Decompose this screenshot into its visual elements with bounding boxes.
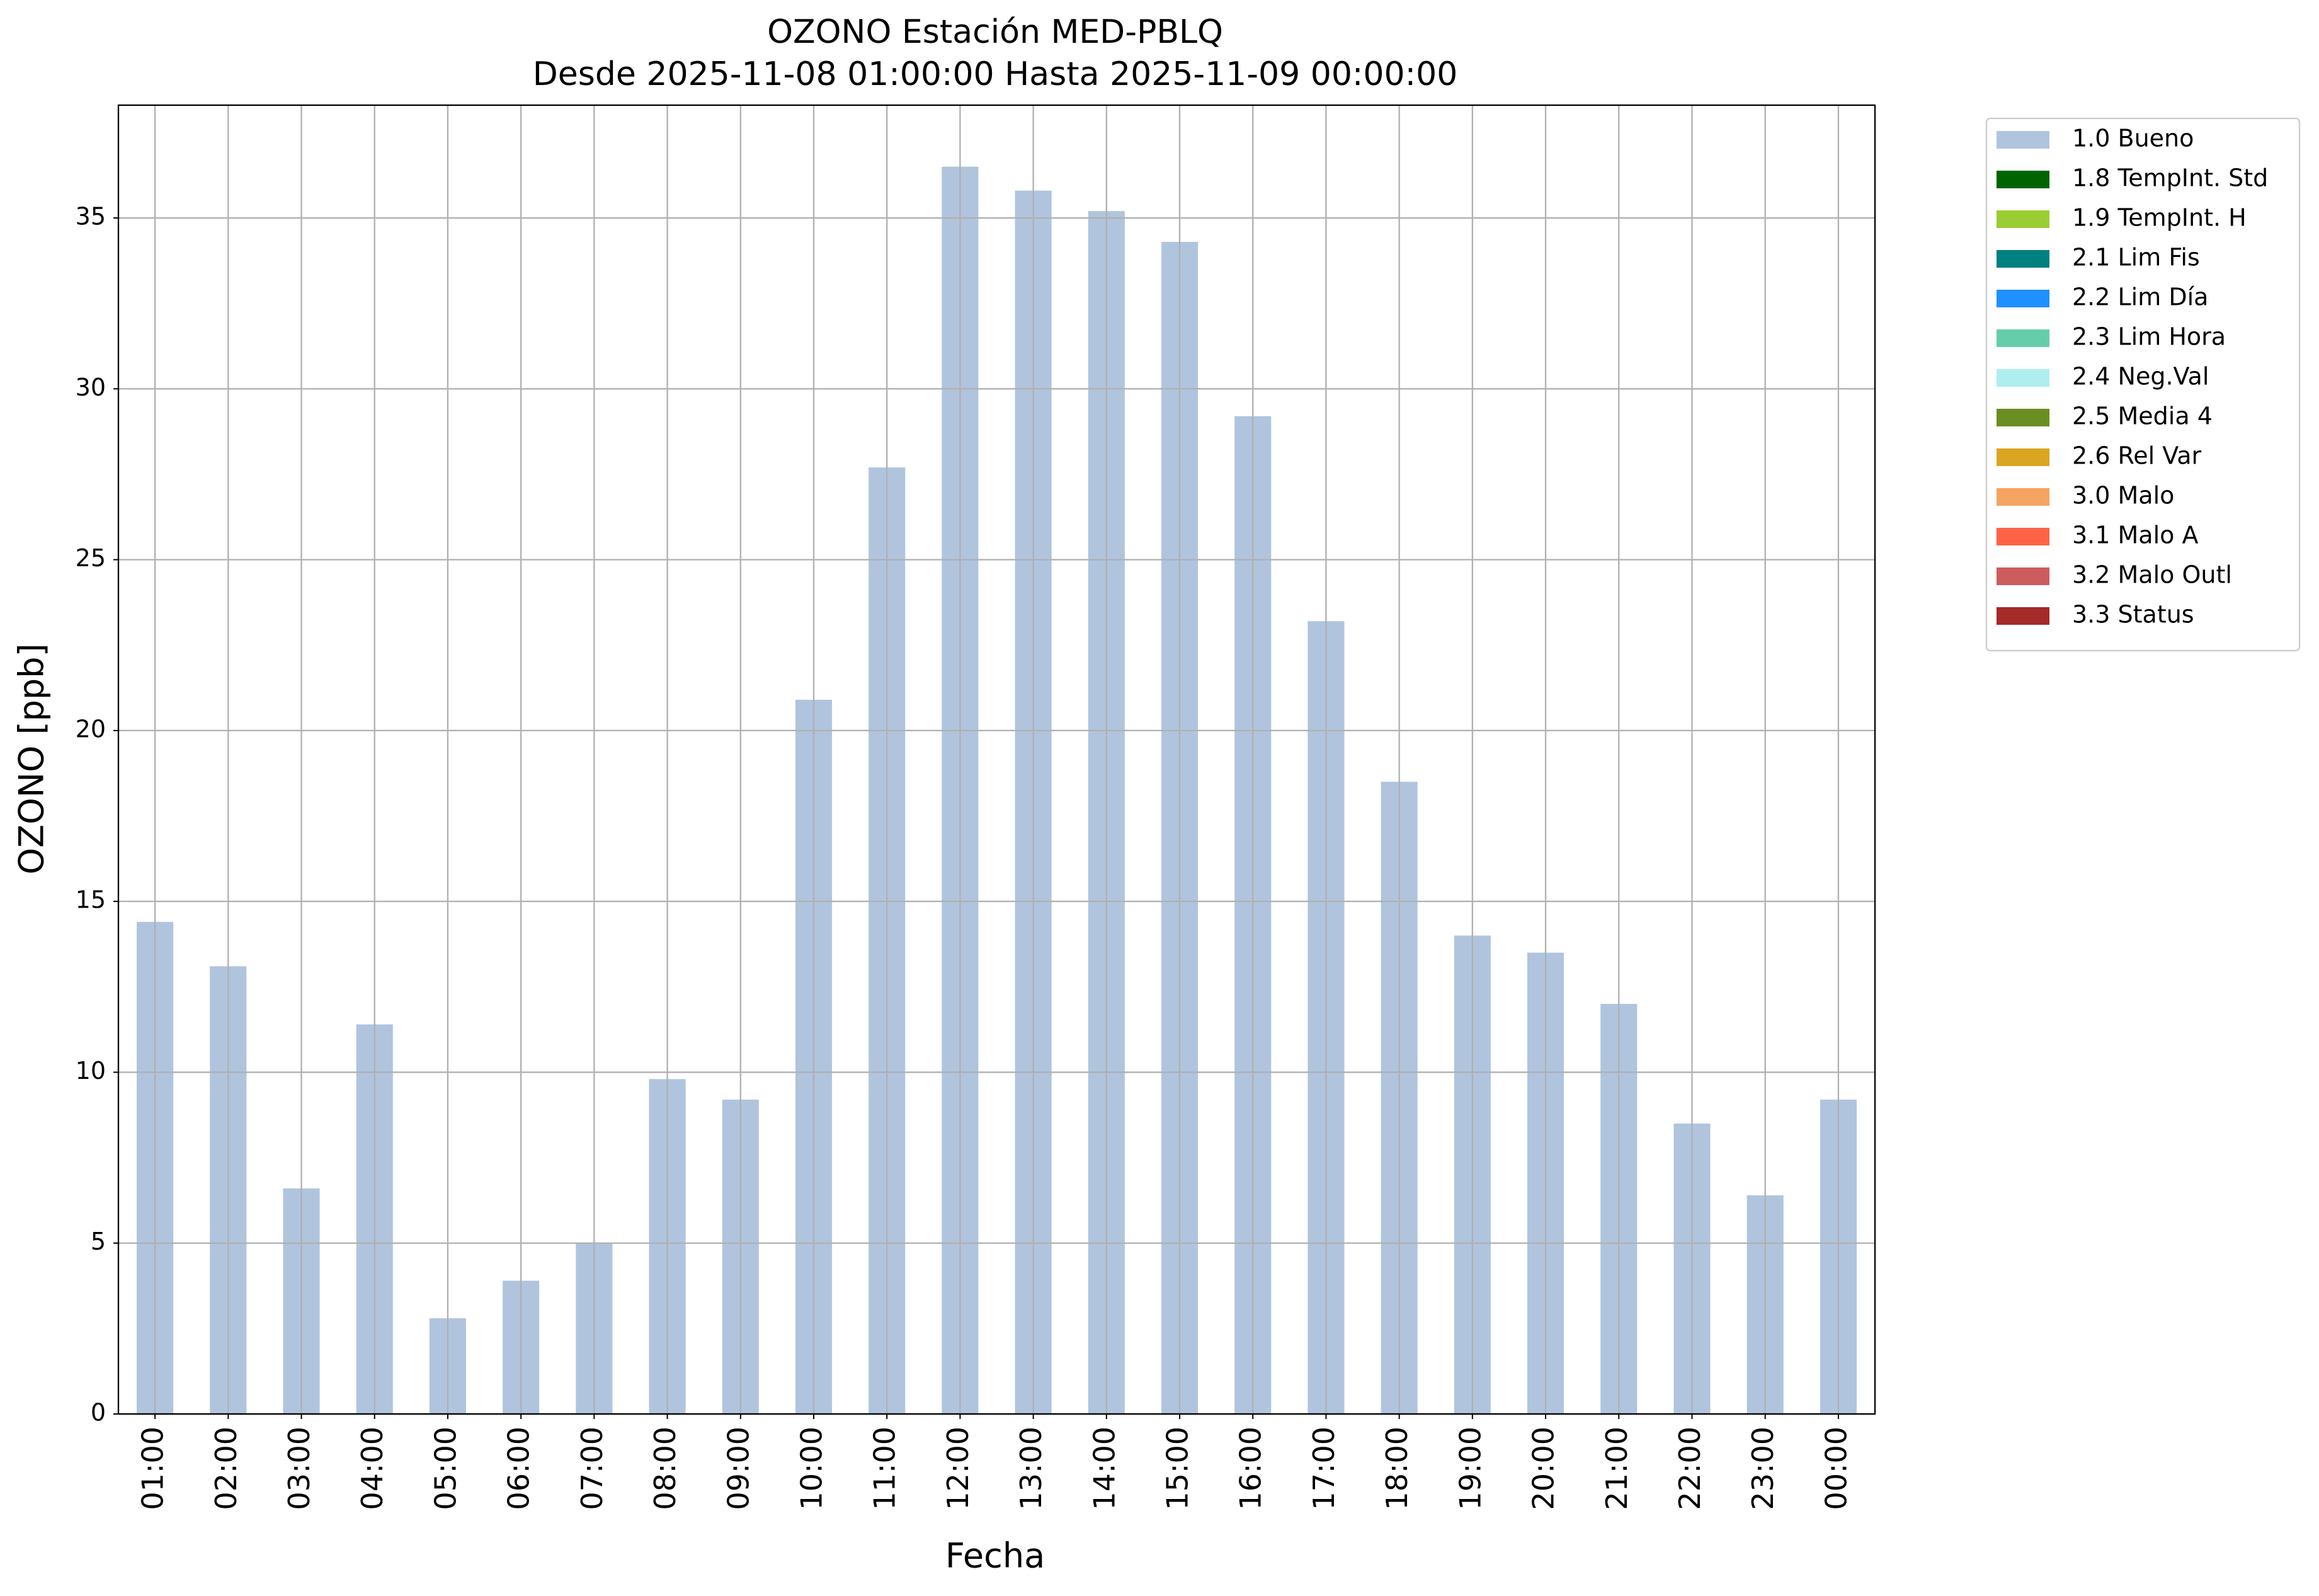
legend-label: 2.3 Lim Hora bbox=[2072, 323, 2226, 351]
x-tick-label: 21:00 bbox=[1600, 1427, 1634, 1510]
legend-swatch bbox=[1997, 409, 2049, 426]
x-tick-label: 12:00 bbox=[941, 1427, 975, 1510]
legend-label: 2.5 Media 4 bbox=[2072, 402, 2213, 430]
legend-label: 1.0 Bueno bbox=[2072, 125, 2194, 152]
legend-swatch bbox=[1997, 329, 2049, 347]
legend-label: 2.4 Neg.Val bbox=[2072, 363, 2209, 390]
legend-swatch bbox=[1997, 488, 2049, 506]
y-tick-label: 15 bbox=[76, 886, 106, 914]
x-tick-label: 09:00 bbox=[721, 1427, 755, 1510]
chart-title: OZONO Estación MED-PBLQ bbox=[767, 13, 1223, 51]
y-axis-label: OZONO [ppb] bbox=[12, 643, 52, 874]
x-tick-label: 04:00 bbox=[355, 1427, 389, 1510]
y-tick-label: 0 bbox=[91, 1399, 106, 1427]
x-tick-label: 13:00 bbox=[1014, 1427, 1048, 1510]
x-tick-label: 14:00 bbox=[1087, 1427, 1121, 1510]
legend-label: 2.6 Rel Var bbox=[2072, 442, 2202, 470]
y-tick-label: 10 bbox=[76, 1057, 106, 1085]
x-tick-label: 08:00 bbox=[648, 1427, 682, 1510]
x-tick-label: 05:00 bbox=[428, 1427, 462, 1510]
legend-label: 3.3 Status bbox=[2072, 601, 2194, 629]
x-axis-label: Fecha bbox=[945, 1536, 1045, 1576]
legend-swatch bbox=[1997, 171, 2049, 188]
x-tick-label: 15:00 bbox=[1161, 1427, 1195, 1510]
legend-swatch bbox=[1997, 250, 2049, 268]
y-tick-label: 25 bbox=[76, 544, 106, 572]
x-tick-label: 20:00 bbox=[1527, 1427, 1561, 1510]
x-tick-label: 18:00 bbox=[1380, 1427, 1414, 1510]
x-tick-label: 00:00 bbox=[1819, 1427, 1853, 1510]
x-tick-label: 17:00 bbox=[1307, 1427, 1341, 1510]
legend-swatch bbox=[1997, 290, 2049, 307]
legend-label: 1.8 TempInt. Std bbox=[2072, 164, 2268, 192]
legend-label: 3.1 Malo A bbox=[2072, 522, 2198, 549]
legend-label: 2.2 Lim Día bbox=[2072, 283, 2208, 311]
x-tick-label: 02:00 bbox=[209, 1427, 243, 1510]
y-tick-label: 30 bbox=[76, 373, 106, 401]
legend-label: 1.9 TempInt. H bbox=[2072, 204, 2247, 232]
x-tick-label: 16:00 bbox=[1234, 1427, 1268, 1510]
x-tick-label: 23:00 bbox=[1746, 1427, 1780, 1510]
x-tick-label: 03:00 bbox=[282, 1427, 316, 1510]
legend-swatch bbox=[1997, 607, 2049, 625]
legend-label: 3.2 Malo Outl bbox=[2072, 561, 2232, 589]
legend-swatch bbox=[1997, 210, 2049, 228]
legend-swatch bbox=[1997, 528, 2049, 545]
legend-swatch bbox=[1997, 131, 2049, 149]
chart-subtitle: Desde 2025-11-08 01:00:00 Hasta 2025-11-… bbox=[533, 55, 1458, 93]
y-tick-label: 35 bbox=[76, 203, 106, 231]
x-tick-label: 10:00 bbox=[794, 1427, 828, 1510]
x-tick-label: 07:00 bbox=[575, 1427, 609, 1510]
legend-label: 3.0 Malo bbox=[2072, 482, 2174, 510]
y-tick-label: 20 bbox=[76, 715, 106, 743]
x-tick-label: 11:00 bbox=[868, 1427, 902, 1510]
x-tick-label: 22:00 bbox=[1673, 1427, 1707, 1510]
x-tick-label: 19:00 bbox=[1453, 1427, 1487, 1510]
legend-swatch bbox=[1997, 567, 2049, 585]
legend-swatch bbox=[1997, 448, 2049, 466]
y-tick-label: 5 bbox=[91, 1228, 106, 1255]
legend-box bbox=[1985, 117, 2301, 652]
x-tick-label: 06:00 bbox=[502, 1427, 536, 1510]
legend-label: 2.1 Lim Fis bbox=[2072, 244, 2200, 271]
legend-swatch bbox=[1997, 369, 2049, 387]
plot-frame bbox=[117, 104, 1876, 1415]
x-tick-label: 01:00 bbox=[136, 1427, 170, 1510]
